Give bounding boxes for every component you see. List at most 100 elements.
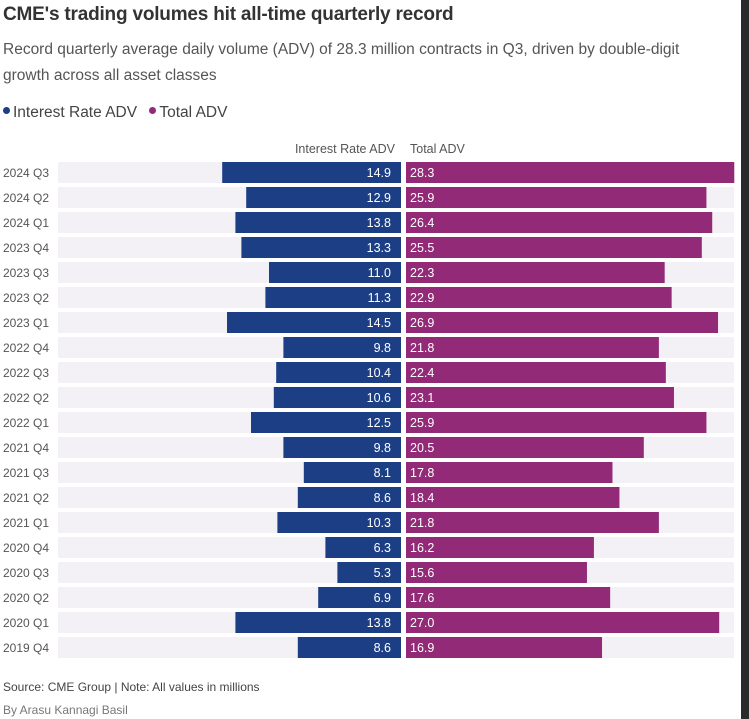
data-label-interest-rate: 14.5 — [367, 316, 391, 330]
bar-total — [406, 262, 665, 283]
data-label-interest-rate: 11.0 — [368, 266, 391, 280]
data-label-total: 28.3 — [410, 166, 434, 180]
legend-item-interest-rate: Interest Rate ADV — [3, 104, 137, 122]
bar-track-left — [58, 562, 401, 583]
category-label: 2019 Q4 — [3, 641, 49, 655]
bar-interest-rate — [337, 562, 401, 583]
bar-total — [406, 212, 713, 233]
category-label: 2020 Q2 — [3, 591, 49, 605]
bar-total — [406, 412, 707, 433]
data-label-total: 20.5 — [410, 441, 434, 455]
bar-total — [406, 312, 719, 333]
window-edge — [741, 0, 749, 719]
bar-interest-rate — [277, 512, 401, 533]
bar-interest-rate — [303, 462, 401, 483]
data-label-total: 16.2 — [410, 541, 434, 555]
data-label-interest-rate: 11.3 — [368, 291, 391, 305]
data-label-interest-rate: 5.3 — [374, 566, 391, 580]
data-label-interest-rate: 12.9 — [367, 191, 391, 205]
bar-total — [406, 487, 620, 508]
category-label: 2023 Q1 — [3, 316, 49, 330]
bar-total — [406, 462, 613, 483]
data-label-interest-rate: 9.8 — [374, 341, 391, 355]
bar-interest-rate — [276, 362, 401, 383]
data-label-total: 17.8 — [410, 466, 434, 480]
data-label-total: 22.3 — [410, 266, 434, 280]
bar-interest-rate — [283, 437, 401, 458]
bar-interest-rate — [241, 237, 401, 258]
bar-total — [406, 562, 587, 583]
data-label-total: 22.9 — [410, 291, 434, 305]
chart-title: CME's trading volumes hit all-time quart… — [3, 4, 454, 25]
category-label: 2021 Q1 — [3, 516, 49, 530]
bar-total — [406, 537, 594, 558]
category-label: 2024 Q3 — [3, 166, 49, 180]
data-label-interest-rate: 8.1 — [374, 466, 391, 480]
legend-label: Total ADV — [159, 104, 228, 121]
data-label-total: 23.1 — [410, 391, 434, 405]
data-label-interest-rate: 6.3 — [374, 541, 391, 555]
category-label: 2021 Q3 — [3, 466, 49, 480]
chart-subtitle: Record quarterly average daily volume (A… — [3, 41, 680, 84]
data-label-total: 27.0 — [410, 616, 434, 630]
data-label-interest-rate: 13.8 — [367, 616, 391, 630]
bar-interest-rate — [297, 487, 401, 508]
bar-interest-rate — [318, 587, 401, 608]
bar-interest-rate — [297, 637, 401, 658]
bar-total — [406, 637, 603, 658]
category-label: 2024 Q2 — [3, 191, 49, 205]
data-label-total: 25.5 — [410, 241, 434, 255]
data-label-total: 15.6 — [410, 566, 434, 580]
category-label: 2022 Q2 — [3, 391, 49, 405]
bar-total — [406, 437, 644, 458]
data-label-total: 22.4 — [410, 366, 434, 380]
bar-total — [406, 337, 659, 358]
data-label-total: 21.8 — [410, 341, 434, 355]
data-label-total: 25.9 — [410, 191, 434, 205]
data-label-interest-rate: 14.9 — [367, 166, 391, 180]
bar-total — [406, 162, 735, 183]
bar-total — [406, 612, 720, 633]
column-header-interest-rate: Interest Rate ADV — [295, 142, 396, 156]
category-label: 2020 Q4 — [3, 541, 49, 555]
bar-interest-rate — [273, 387, 401, 408]
data-label-interest-rate: 13.8 — [367, 216, 391, 230]
bar-interest-rate — [265, 287, 401, 308]
bar-total — [406, 587, 611, 608]
category-label: 2022 Q1 — [3, 416, 49, 430]
data-label-total: 21.8 — [410, 516, 434, 530]
data-label-interest-rate: 8.6 — [374, 641, 391, 655]
category-label: 2021 Q2 — [3, 491, 49, 505]
data-label-interest-rate: 10.4 — [367, 366, 391, 380]
data-label-interest-rate: 6.9 — [374, 591, 391, 605]
data-label-total: 18.4 — [410, 491, 434, 505]
bar-interest-rate — [283, 337, 401, 358]
bar-total — [406, 187, 707, 208]
source-note: Source: CME Group | Note: All values in … — [3, 680, 260, 694]
legend-dot-icon — [149, 107, 157, 115]
column-header-total: Total ADV — [410, 142, 466, 156]
byline: By Arasu Kannagi Basil — [3, 703, 128, 717]
data-label-interest-rate: 13.3 — [367, 241, 391, 255]
bar-interest-rate — [235, 212, 401, 233]
data-label-total: 26.9 — [410, 316, 434, 330]
bar-total — [406, 237, 702, 258]
bar-total — [406, 362, 666, 383]
data-label-total: 17.6 — [410, 591, 434, 605]
legend-item-total: Total ADV — [149, 104, 227, 122]
bar-interest-rate — [235, 612, 401, 633]
category-label: 2024 Q1 — [3, 216, 49, 230]
bar-interest-rate — [227, 312, 401, 333]
bar-interest-rate — [246, 187, 401, 208]
data-label-interest-rate: 8.6 — [374, 491, 391, 505]
bar-interest-rate — [251, 412, 401, 433]
data-label-total: 26.4 — [410, 216, 434, 230]
data-label-interest-rate: 9.8 — [374, 441, 391, 455]
bar-interest-rate — [222, 162, 401, 183]
category-label: 2023 Q2 — [3, 291, 49, 305]
category-label: 2022 Q4 — [3, 341, 49, 355]
data-label-total: 16.9 — [410, 641, 434, 655]
bar-total — [406, 287, 672, 308]
category-label: 2021 Q4 — [3, 441, 49, 455]
